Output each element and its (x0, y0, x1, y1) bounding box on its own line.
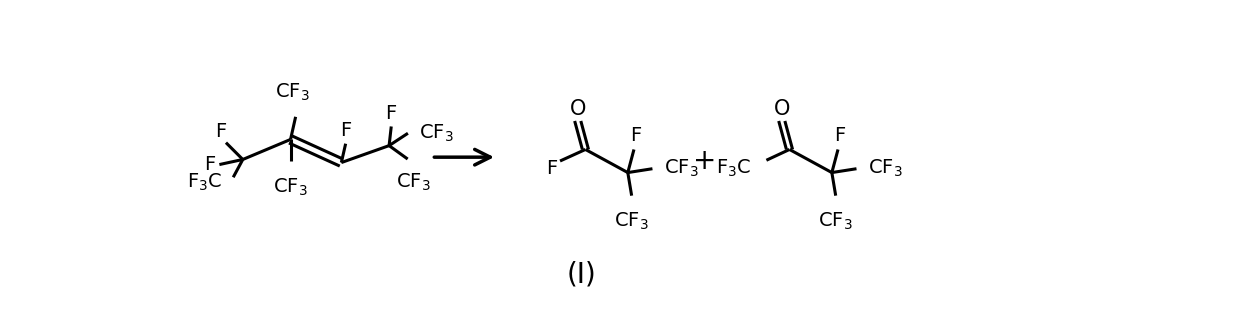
Text: F$_3$C: F$_3$C (715, 158, 751, 179)
Text: CF$_3$: CF$_3$ (663, 158, 698, 179)
Text: F: F (835, 126, 846, 145)
Text: CF$_3$: CF$_3$ (614, 211, 649, 232)
Text: CF$_3$: CF$_3$ (818, 211, 853, 232)
Text: F: F (340, 121, 351, 140)
Text: F: F (215, 122, 226, 141)
Text: O: O (774, 99, 790, 119)
Text: +: + (693, 147, 717, 175)
Text: CF$_3$: CF$_3$ (419, 123, 454, 144)
Text: F$_3$C: F$_3$C (187, 171, 222, 193)
Text: CF$_3$: CF$_3$ (868, 158, 903, 179)
Text: CF$_3$: CF$_3$ (273, 176, 308, 198)
Text: F: F (630, 126, 641, 145)
Text: CF$_3$: CF$_3$ (396, 172, 430, 194)
Text: CF$_3$: CF$_3$ (275, 82, 310, 103)
Text: F: F (386, 104, 397, 123)
Text: F: F (205, 155, 216, 174)
Text: O: O (569, 99, 587, 119)
Text: (Ⅰ): (Ⅰ) (567, 261, 596, 289)
Text: F: F (546, 159, 557, 178)
